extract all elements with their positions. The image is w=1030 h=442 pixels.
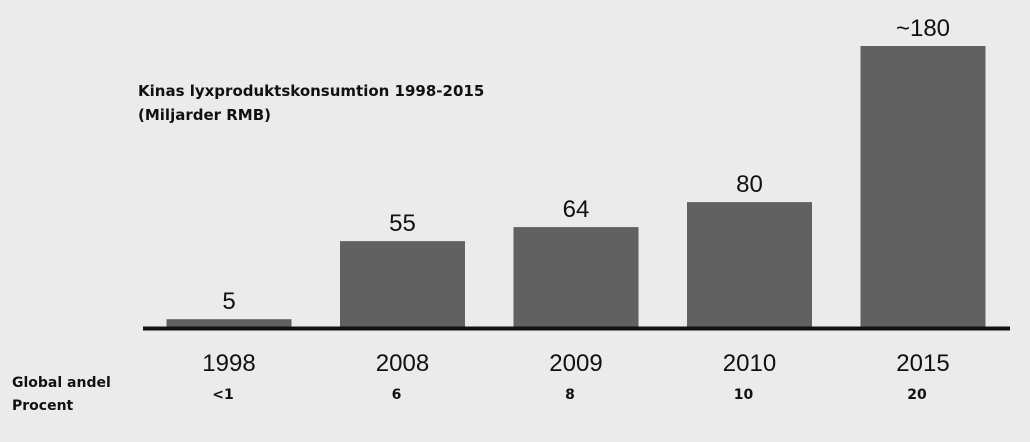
data-label-2008: 55: [389, 210, 416, 237]
chart-title: Kinas lyxproduktskonsumtion 1998-2015: [138, 82, 485, 100]
x-tick-label-1998: 1998: [202, 350, 255, 377]
bar-1998: [166, 319, 292, 327]
bar-2008: [340, 241, 465, 327]
global-share-value-1998: <1: [212, 387, 233, 403]
global-share-value-2015: 20: [907, 387, 927, 403]
x-tick-label-2008: 2008: [376, 350, 429, 377]
data-label-2009: 64: [563, 196, 590, 223]
chart-subtitle: (Miljarder RMB): [138, 106, 272, 124]
data-label-2015: ~180: [896, 15, 950, 42]
x-tick-label-2009: 2009: [549, 350, 602, 377]
global-share-label: Global andel: [12, 375, 111, 391]
x-tick-label-2010: 2010: [723, 350, 776, 377]
global-share-value-2008: 6: [392, 387, 402, 403]
bar-2015: [860, 46, 986, 327]
bar-2009: [513, 227, 639, 327]
data-label-1998: 5: [222, 288, 235, 315]
percent-label: Procent: [12, 398, 74, 414]
x-tick-label-2015: 2015: [896, 350, 949, 377]
bar-2010: [687, 202, 812, 327]
global-share-value-2009: 8: [565, 387, 575, 403]
data-label-2010: 80: [736, 171, 763, 198]
global-share-value-2010: 10: [734, 387, 754, 403]
